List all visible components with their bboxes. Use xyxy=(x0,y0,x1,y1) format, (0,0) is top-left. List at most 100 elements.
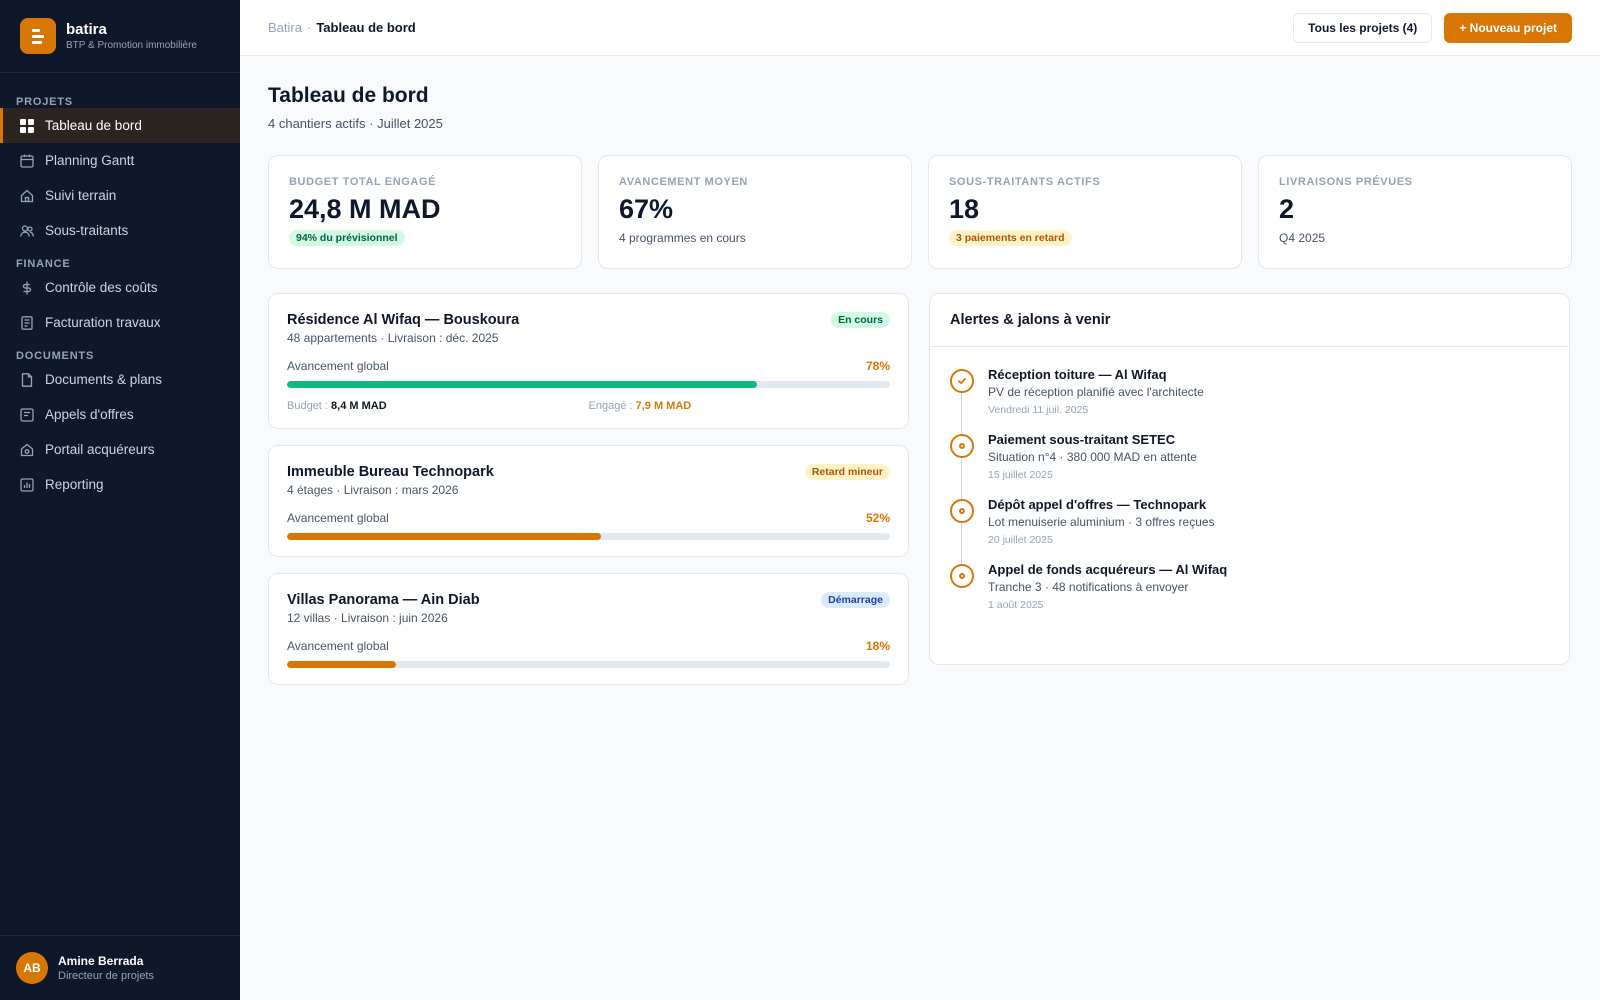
project-name: Villas Panorama — Ain Diab xyxy=(287,592,480,608)
kpi-card-budget: BUDGET TOTAL ENGAGÉ 24,8 M MAD 94% du pr… xyxy=(268,155,582,269)
status-badge: Démarrage xyxy=(821,592,890,608)
alerts-panel: Alertes & jalons à venir Réception toitu… xyxy=(929,293,1570,665)
kpi-label: SOUS-TRAITANTS ACTIFS xyxy=(949,176,1101,188)
portal-icon xyxy=(20,443,34,457)
breadcrumb-root[interactable]: Batira xyxy=(268,20,302,35)
progress-percent: 52% xyxy=(865,511,890,525)
kpi-value: 2 xyxy=(1279,194,1295,224)
milestone-date: Vendredi 11 juil. 2025 xyxy=(988,404,1089,416)
sidebar-item-planning-gantt[interactable]: Planning Gantt xyxy=(0,143,240,178)
dollar-icon xyxy=(20,281,34,295)
progress-bar xyxy=(287,381,890,388)
project-list: Résidence Al Wifaq — Bouskoura 48 appart… xyxy=(268,293,909,685)
sidebar-item-reporting[interactable]: Reporting xyxy=(0,467,240,502)
nav-section-finance: FINANCE xyxy=(16,258,71,270)
sidebar-item-sous-traitants[interactable]: Sous-traitants xyxy=(0,213,240,248)
progress-label: Avancement global xyxy=(287,639,389,653)
sidebar-item-portail-acquereurs[interactable]: Portail acquéreurs xyxy=(0,432,240,467)
milestone-item[interactable]: Appel de fonds acquéreurs — Al Wifaq Tra… xyxy=(950,562,1549,627)
sidebar-item-documents-plans[interactable]: Documents & plans xyxy=(0,362,240,397)
milestone-item[interactable]: Paiement sous-traitant SETEC Situation n… xyxy=(950,432,1549,497)
milestone-title: Réception toiture — Al Wifaq xyxy=(988,367,1167,382)
engaged-label: Engagé : xyxy=(588,400,633,412)
sidebar-item-label: Appels d'offres xyxy=(45,407,134,422)
sidebar-item-label: Contrôle des coûts xyxy=(45,280,158,295)
progress-fill xyxy=(287,533,601,540)
sidebar-item-label: Sous-traitants xyxy=(45,223,129,238)
budget-value: 8,4 M MAD xyxy=(331,400,387,412)
status-badge: Retard mineur xyxy=(804,464,890,480)
project-meta: 4 étages · Livraison : mars 2026 xyxy=(287,483,459,497)
timeline-line xyxy=(961,385,962,580)
page-subtitle: 4 chantiers actifs · Juillet 2025 xyxy=(268,116,443,131)
calendar-icon xyxy=(20,154,34,168)
kpi-pill: 94% du prévisionnel xyxy=(289,230,405,246)
sidebar-item-tableau-de-bord[interactable]: Tableau de bord xyxy=(0,108,240,143)
milestone-date: 15 juillet 2025 xyxy=(988,469,1053,481)
kpi-pill: 3 paiements en retard xyxy=(949,230,1072,246)
sidebar-item-facturation-travaux[interactable]: Facturation travaux xyxy=(0,305,240,340)
breadcrumb: Batira · Tableau de bord xyxy=(268,20,416,35)
project-card[interactable]: Résidence Al Wifaq — Bouskoura 48 appart… xyxy=(268,293,909,429)
progress-percent: 78% xyxy=(865,359,890,373)
brand[interactable]: batira BTP & Promotion immobilière xyxy=(0,0,240,73)
kpi-label: LIVRAISONS PRÉVUES xyxy=(1279,176,1413,188)
progress-bar xyxy=(287,533,890,540)
circle-icon xyxy=(950,499,974,523)
progress-fill xyxy=(287,661,396,668)
progress-label: Avancement global xyxy=(287,359,389,373)
nav-section-documents: DOCUMENTS xyxy=(16,350,95,362)
brand-logo-icon xyxy=(20,18,56,54)
nav-section-projets: PROJETS xyxy=(16,96,73,108)
milestone-desc: Situation n°4 · 380 000 MAD en attente xyxy=(988,450,1197,464)
sidebar-item-label: Suivi terrain xyxy=(45,188,117,203)
breadcrumb-current: Tableau de bord xyxy=(316,20,416,35)
file-icon xyxy=(20,372,34,387)
breadcrumb-separator: · xyxy=(306,20,312,35)
milestone-timeline: Réception toiture — Al Wifaq PV de récep… xyxy=(930,347,1569,627)
kpi-label: AVANCEMENT MOYEN xyxy=(619,176,748,188)
progress-label: Avancement global xyxy=(287,511,389,525)
sidebar-item-label: Planning Gantt xyxy=(45,153,135,168)
invoice-icon xyxy=(20,315,34,330)
milestone-date: 1 août 2025 xyxy=(988,599,1044,611)
all-projects-button[interactable]: Tous les projets (4) xyxy=(1293,12,1433,43)
status-badge: En cours xyxy=(831,312,890,328)
kpi-value: 24,8 M MAD xyxy=(289,194,441,224)
milestone-item[interactable]: Réception toiture — Al Wifaq PV de récep… xyxy=(950,367,1549,432)
dashboard-icon xyxy=(20,118,34,133)
new-project-button[interactable]: + Nouveau projet xyxy=(1444,12,1572,43)
project-card[interactable]: Villas Panorama — Ain Diab 12 villas · L… xyxy=(268,573,909,685)
project-card[interactable]: Immeuble Bureau Technopark 4 étages · Li… xyxy=(268,445,909,557)
main-content: Tableau de bord 4 chantiers actifs · Jui… xyxy=(268,56,1572,685)
sidebar-item-controle-des-couts[interactable]: Contrôle des coûts xyxy=(0,270,240,305)
project-name: Immeuble Bureau Technopark xyxy=(287,464,494,480)
alerts-title: Alertes & jalons à venir xyxy=(930,294,1569,347)
milestone-desc: Lot menuiserie aluminium · 3 offres reçu… xyxy=(988,515,1215,529)
milestone-title: Paiement sous-traitant SETEC xyxy=(988,432,1176,447)
sidebar-item-suivi-terrain[interactable]: Suivi terrain xyxy=(0,178,240,213)
page-title: Tableau de bord xyxy=(268,84,429,107)
project-meta: 48 appartements · Livraison : déc. 2025 xyxy=(287,331,499,345)
kpi-sub: 4 programmes en cours xyxy=(619,231,746,245)
sidebar-item-appels-d-offres[interactable]: Appels d'offres xyxy=(0,397,240,432)
milestone-item[interactable]: Dépôt appel d'offres — Technopark Lot me… xyxy=(950,497,1549,562)
avatar: AB xyxy=(16,952,48,984)
milestone-desc: Tranche 3 · 48 notifications à envoyer xyxy=(988,580,1189,594)
sidebar-item-label: Reporting xyxy=(45,477,104,492)
kpi-card-livraisons: LIVRAISONS PRÉVUES 2 Q4 2025 xyxy=(1258,155,1572,269)
chart-icon xyxy=(20,477,34,492)
progress-fill xyxy=(287,381,758,388)
sidebar-item-label: Portail acquéreurs xyxy=(45,442,155,457)
engaged-value: 7,9 M MAD xyxy=(635,400,692,412)
sidebar-item-label: Documents & plans xyxy=(45,372,163,387)
user-profile[interactable]: AB Amine Berrada Directeur de projets xyxy=(0,935,240,1000)
home-icon xyxy=(20,189,34,203)
milestone-title: Appel de fonds acquéreurs — Al Wifaq xyxy=(988,562,1228,577)
users-icon xyxy=(20,224,34,238)
kpi-row: BUDGET TOTAL ENGAGÉ 24,8 M MAD 94% du pr… xyxy=(268,155,1572,269)
kpi-label: BUDGET TOTAL ENGAGÉ xyxy=(289,176,437,188)
top-bar: Batira · Tableau de bord Tous les projets … xyxy=(240,0,1600,56)
kpi-card-sous-traitants: SOUS-TRAITANTS ACTIFS 18 3 paiements en … xyxy=(928,155,1242,269)
brand-tagline: BTP & Promotion immobilière xyxy=(66,40,197,51)
